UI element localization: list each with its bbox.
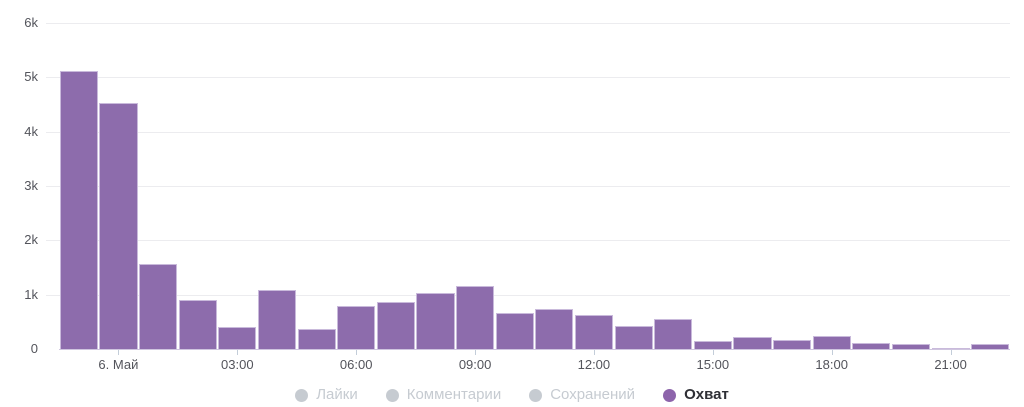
bar-12:00[interactable] bbox=[574, 315, 613, 349]
x-axis-tick-mark bbox=[237, 350, 239, 355]
y-axis-tick-label: 3k bbox=[24, 178, 38, 193]
legend-item-комментарии[interactable]: Комментарии bbox=[385, 386, 502, 404]
x-axis-tick-label: 6. Май bbox=[98, 357, 139, 372]
x-axis-tick-label: 15:00 bbox=[696, 357, 730, 372]
legend-item-охват[interactable]: Охват bbox=[663, 386, 729, 404]
bar-02:00[interactable] bbox=[178, 299, 217, 349]
bar-10:00[interactable] bbox=[495, 313, 534, 349]
bar-05:00[interactable] bbox=[297, 328, 336, 349]
legend-dot-icon bbox=[295, 388, 309, 402]
x-axis-tick-label: 18:00 bbox=[815, 357, 848, 372]
bar-07:00[interactable] bbox=[376, 302, 415, 349]
bar-06:00[interactable] bbox=[337, 305, 376, 349]
y-axis-tick-label: 6k bbox=[24, 15, 38, 30]
legend-item-label: Комментарии bbox=[406, 386, 502, 403]
gridline-3k bbox=[46, 186, 1010, 187]
x-axis-tick-mark bbox=[593, 350, 595, 355]
bar-21:00[interactable] bbox=[931, 347, 970, 349]
bar-23:00[interactable] bbox=[59, 71, 98, 349]
x-axis-tick-mark bbox=[831, 350, 833, 355]
x-axis-line bbox=[59, 348, 1010, 350]
x-axis-tick-mark bbox=[356, 350, 358, 355]
gridline-4k bbox=[46, 131, 1010, 133]
bar-16:00[interactable] bbox=[733, 337, 772, 349]
y-axis-tick-label: 0 bbox=[30, 341, 38, 356]
x-axis-tick-mark bbox=[118, 350, 120, 355]
bar-19:00[interactable] bbox=[852, 343, 891, 349]
legend-item-label: Лайки bbox=[316, 386, 358, 403]
y-axis-tick-label: 1k bbox=[24, 286, 38, 302]
x-axis-tick-label: 06:00 bbox=[339, 357, 373, 372]
bar-08:00[interactable] bbox=[416, 292, 455, 349]
y-axis-tick-label: 4k bbox=[24, 123, 38, 139]
legend-item-сохранений[interactable]: Сохранений bbox=[529, 386, 635, 404]
gridline-1k bbox=[46, 294, 1010, 296]
bar-14:00[interactable] bbox=[654, 318, 693, 349]
bar-04:00[interactable] bbox=[257, 289, 296, 349]
bar-03:00[interactable] bbox=[218, 326, 257, 349]
x-axis-tick-label: 21:00 bbox=[934, 357, 967, 372]
x-axis-tick-label: 09:00 bbox=[458, 357, 492, 372]
gridline-2k bbox=[46, 240, 1010, 242]
legend-dot-icon bbox=[385, 388, 399, 402]
bar-01:00[interactable] bbox=[139, 264, 178, 349]
y-axis-tick-label: 2k bbox=[24, 232, 38, 248]
bar-00:00[interactable] bbox=[99, 102, 138, 349]
bar-13:00[interactable] bbox=[614, 325, 653, 349]
legend-item-label: Охват bbox=[684, 386, 729, 403]
x-axis-tick-label: 12:00 bbox=[577, 357, 611, 372]
legend-dot-icon bbox=[529, 388, 543, 402]
x-axis-tick-mark bbox=[712, 350, 714, 355]
bar-09:00[interactable] bbox=[456, 286, 495, 349]
bar-17:00[interactable] bbox=[773, 339, 812, 349]
legend-item-лайки[interactable]: Лайки bbox=[295, 386, 358, 404]
x-axis-tick-label: 03:00 bbox=[221, 357, 254, 372]
gridline-6k bbox=[46, 23, 1010, 24]
x-axis-tick-mark bbox=[475, 350, 477, 355]
bar-15:00[interactable] bbox=[693, 341, 732, 349]
chart-legend: Лайки Комментарии Сохранений Охват bbox=[0, 385, 1024, 405]
bar-22:00[interactable] bbox=[971, 344, 1010, 349]
bar-18:00[interactable] bbox=[812, 336, 851, 349]
y-axis-tick-label: 5k bbox=[24, 69, 38, 85]
x-axis-tick-mark bbox=[950, 350, 952, 355]
gridline-5k bbox=[46, 77, 1010, 79]
legend-item-label: Сохранений bbox=[550, 386, 636, 403]
bar-20:00[interactable] bbox=[891, 344, 930, 349]
legend-dot-icon bbox=[663, 388, 677, 402]
bar-11:00[interactable] bbox=[535, 308, 574, 349]
